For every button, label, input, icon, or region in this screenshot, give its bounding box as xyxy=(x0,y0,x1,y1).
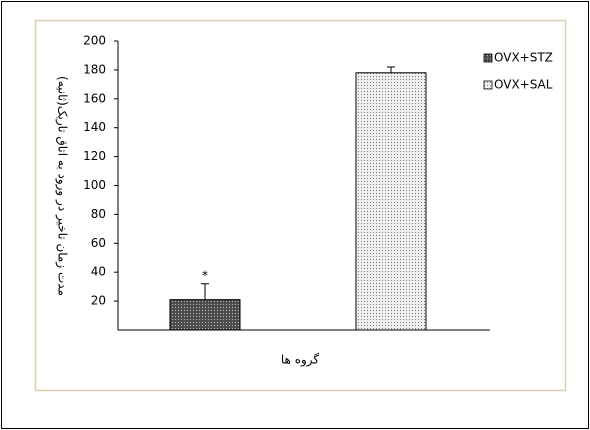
legend-swatch xyxy=(483,53,493,63)
y-tick-label: 60 xyxy=(91,236,106,250)
y-tick-label: 100 xyxy=(83,178,106,192)
y-tick-label: 160 xyxy=(83,91,106,105)
bar xyxy=(169,299,241,331)
legend-label: OVX+STZ xyxy=(494,51,553,65)
y-tick-label: 20 xyxy=(91,294,106,308)
y-tick-label: 200 xyxy=(83,34,106,48)
annotation: * xyxy=(202,268,208,282)
legend-label: OVX+SAL xyxy=(494,78,553,92)
chart-frame xyxy=(34,19,567,392)
y-tick-label: 40 xyxy=(91,265,106,279)
y-axis-label: مدت زمان تاخیر در ورود به اتاق تاریک(ثان… xyxy=(55,76,70,296)
y-tick-label: 80 xyxy=(91,207,106,221)
bar xyxy=(355,72,427,331)
legend-swatch xyxy=(483,80,493,90)
y-tick-label: 140 xyxy=(83,120,106,134)
x-axis-label: گروه ها xyxy=(281,353,320,368)
y-tick-label: 120 xyxy=(83,149,106,163)
y-tick-label: 180 xyxy=(83,62,106,76)
